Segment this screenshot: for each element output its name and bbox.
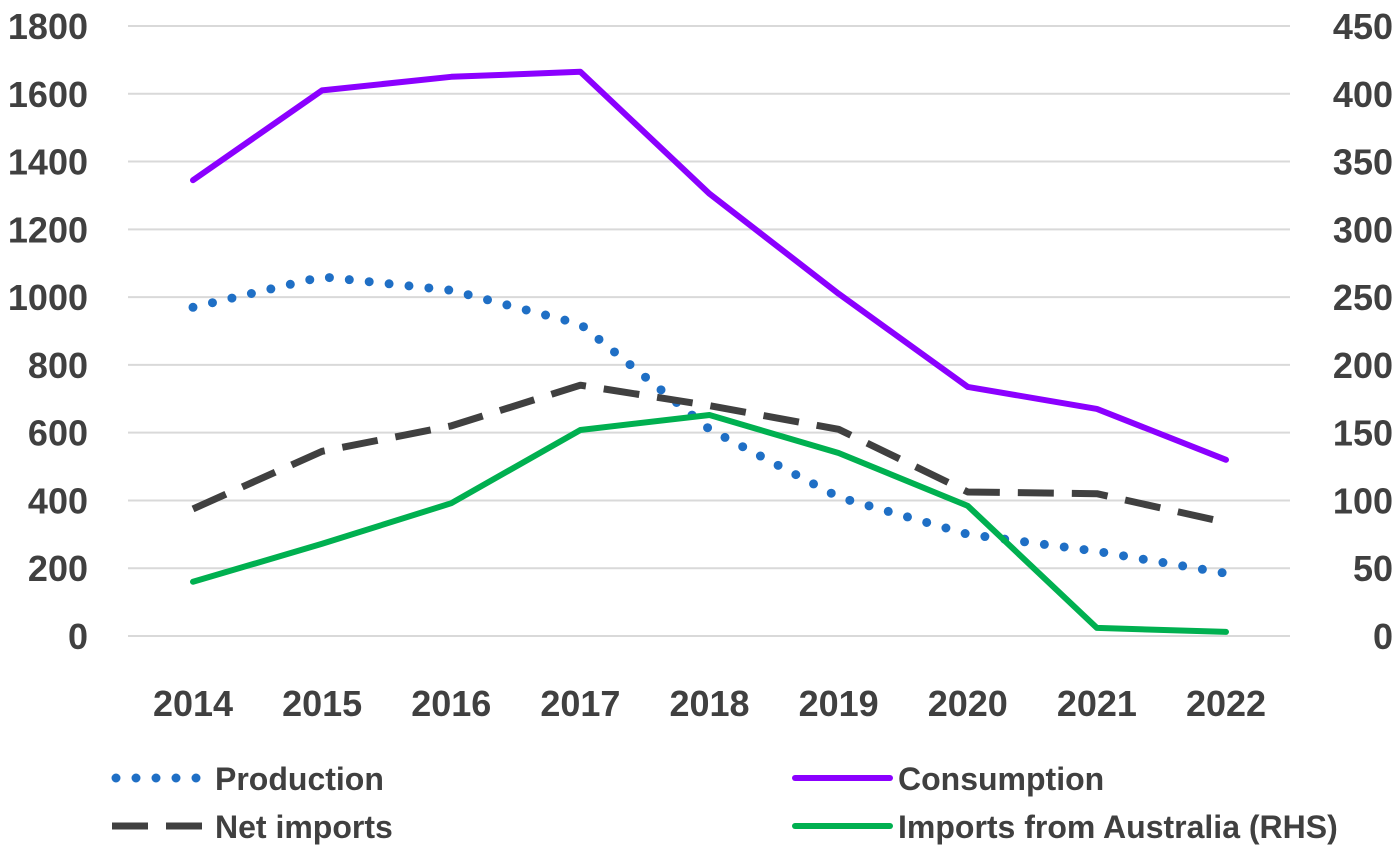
y2-tick-label: 250 (1333, 277, 1393, 318)
series-line-consumption (190, 68, 1229, 463)
x-tick-label: 2014 (153, 683, 233, 724)
y2-tick-label: 450 (1333, 6, 1393, 47)
series-line-production (188, 272, 1231, 578)
x-tick-label: 2020 (928, 683, 1008, 724)
y-tick-label: 1400 (8, 142, 88, 183)
legend-label-imports-from-australia-rhs: Imports from Australia (RHS) (898, 809, 1338, 845)
right-axis-ticks: 0 50 100 150 200 250 300 350 400 450 (1333, 6, 1393, 657)
y-tick-label: 1600 (8, 74, 88, 115)
y2-tick-label: 350 (1333, 142, 1393, 183)
y-tick-label: 800 (28, 345, 88, 386)
series-lines (188, 68, 1231, 635)
y2-tick-label: 50 (1353, 548, 1393, 589)
legend-label-consumption: Consumption (898, 761, 1104, 797)
x-tick-label: 2018 (669, 683, 749, 724)
y2-tick-label: 300 (1333, 209, 1393, 250)
y2-tick-label: 100 (1333, 480, 1393, 521)
gridlines (128, 25, 1290, 637)
x-tick-label: 2016 (411, 683, 491, 724)
y2-tick-label: 150 (1333, 413, 1393, 454)
legend: Production Consumption Net imports Imports … (111, 761, 1338, 845)
x-tick-label: 2017 (540, 683, 620, 724)
y2-tick-label: 400 (1333, 74, 1393, 115)
x-tick-label: 2021 (1057, 683, 1137, 724)
y-tick-label: 600 (28, 413, 88, 454)
series-line-imports-from-australia-rhs (190, 412, 1229, 635)
y2-tick-label: 0 (1373, 616, 1393, 657)
y-tick-label: 1800 (8, 6, 88, 47)
y2-tick-label: 200 (1333, 345, 1393, 386)
left-axis-ticks: 0 200 400 600 800 1000 1200 1400 1600 1800 (8, 6, 88, 657)
x-tick-label: 2015 (282, 683, 362, 724)
x-axis-ticks: 2014 2015 2016 2017 2018 2019 2020 2021 2022 (153, 683, 1266, 724)
legend-label-production: Production (215, 761, 384, 797)
y-tick-label: 400 (28, 480, 88, 521)
y-tick-label: 0 (68, 616, 88, 657)
y-tick-label: 1200 (8, 209, 88, 250)
y-tick-label: 200 (28, 548, 88, 589)
y-tick-label: 1000 (8, 277, 88, 318)
x-tick-label: 2019 (799, 683, 879, 724)
x-tick-label: 2022 (1186, 683, 1266, 724)
series-line-net-imports (191, 381, 1227, 526)
legend-label-net-imports: Net imports (215, 809, 393, 845)
